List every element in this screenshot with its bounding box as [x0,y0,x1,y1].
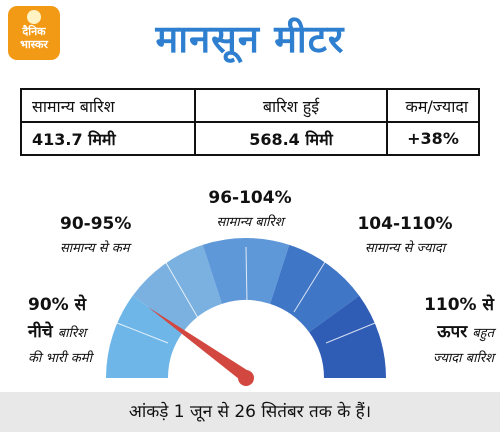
header-rain-received: बारिश हुई [194,88,388,123]
very-high-percent-line2: ऊपर [437,322,468,342]
very-high-label-line1: बहुत [472,326,494,341]
below-normal-percent: 90-95% [60,214,132,234]
below-normal-label: सामान्य से कम [60,241,130,256]
table-header-row: सामान्य बारिश बारिश हुई कम/ज्यादा [20,88,480,123]
header-normal-rain: सामान्य बारिश [20,88,196,123]
above-normal-percent: 104-110% [357,214,453,234]
logo-line2: भास्कर [20,38,48,51]
value-rain-received: 568.4 मिमी [194,121,388,156]
gauge-segment-above-normal [270,244,360,333]
gauge-segment-very-low [106,295,183,378]
very-low-label-line1: बारिश [57,326,87,341]
above-normal-label: सामान्य से ज्यादा [364,241,446,256]
very-high-label-line2: ज्यादा बारिश [432,351,494,366]
gauge-segment-below-normal [132,244,222,333]
gauge-segments [106,238,386,378]
segment-label-below-normal: 90-95% सामान्य से कम [60,214,180,256]
very-low-percent: 90% से [28,295,87,315]
very-low-percent-line2: नीचे [28,322,53,342]
footer-note: आंकड़े 1 जून से 26 सितंबर तक के हैं। [0,392,500,432]
gauge-needle [148,307,250,383]
very-low-label-line2: की भारी कमी [28,351,92,366]
value-normal-rain: 413.7 मिमी [20,121,196,156]
header-difference: कम/ज्यादा [386,88,480,123]
normal-percent: 96-104% [208,188,292,208]
value-difference: +38% [386,121,480,156]
brand-logo: दैनिक भास्कर [8,6,60,60]
gauge-segment-very-high [309,295,386,378]
normal-label: सामान्य बारिश [216,215,284,230]
page-title: मानसून मीटर [155,17,345,61]
segment-label-normal: 96-104% सामान्य बारिश [190,188,310,230]
segment-dividers [111,246,381,344]
segment-label-very-low: 90% से नीचे बारिश की भारी कमी [28,292,128,366]
segment-label-above-normal: 104-110% सामान्य से ज्यादा [340,214,470,256]
needle-hub [238,370,254,386]
very-high-percent: 110% से [424,295,494,315]
segment-label-very-high: 110% से ऊपर बहुत ज्यादा बारिश [382,292,494,366]
logo-line1: दैनिक [22,25,46,38]
table-value-row: 413.7 मिमी 568.4 मिमी +38% [20,121,480,156]
rainfall-table: सामान्य बारिश बारिश हुई कम/ज्यादा 413.7 … [20,88,480,156]
sun-icon [27,10,41,24]
